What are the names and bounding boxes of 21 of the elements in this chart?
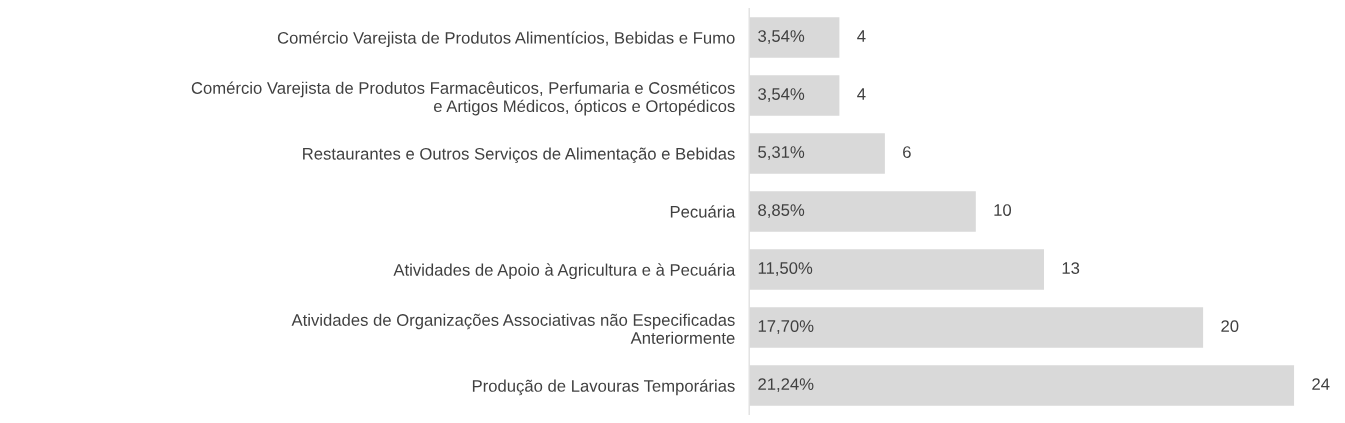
data-label: 24 bbox=[1312, 378, 1330, 390]
annotation: 8,85% bbox=[758, 204, 805, 218]
data-label: 10 bbox=[994, 204, 1012, 216]
annotation: 3,54% bbox=[758, 88, 805, 102]
data-label: 4 bbox=[857, 88, 866, 100]
data-label: 4 bbox=[857, 30, 866, 42]
y-tick-label: Comércio Varejista de Produtos Alimentícios, Bebidas e Fumo bbox=[277, 31, 735, 48]
y-tick-label: Atividades de Organizações Associativas não Especificadas Anteriormente bbox=[291, 313, 735, 344]
y-tick-label: Atividades de Apoio à Agricultura e à Pecuária bbox=[393, 263, 736, 280]
data-label: 6 bbox=[903, 146, 911, 158]
annotation: 17,70% bbox=[758, 320, 814, 334]
y-tick-label: Comércio Varejista de Produtos Farmacêuticos, Perfumaria e Cosméticos e Artigos Médicos, ópticos e Ortopédicos bbox=[191, 81, 735, 116]
annotation: 21,24% bbox=[758, 378, 814, 392]
data-label: 13 bbox=[1062, 262, 1080, 274]
y-tick-label: Pecuária bbox=[670, 205, 736, 218]
y-tick-label: Produção de Lavouras Temporárias bbox=[472, 379, 735, 396]
annotation: 11,50% bbox=[758, 262, 813, 276]
y-tick-label: Restaurantes e Outros Serviços de Alimentação e Bebidas bbox=[303, 147, 735, 164]
data-label: 20 bbox=[1221, 320, 1239, 332]
annotation: 5,31% bbox=[758, 146, 805, 160]
annotation: 3,54% bbox=[758, 30, 805, 44]
